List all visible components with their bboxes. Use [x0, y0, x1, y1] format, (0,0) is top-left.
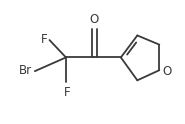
Text: F: F — [64, 86, 70, 99]
Text: O: O — [90, 13, 99, 26]
Text: O: O — [163, 65, 172, 78]
Text: Br: Br — [19, 64, 32, 77]
Text: F: F — [41, 33, 47, 46]
